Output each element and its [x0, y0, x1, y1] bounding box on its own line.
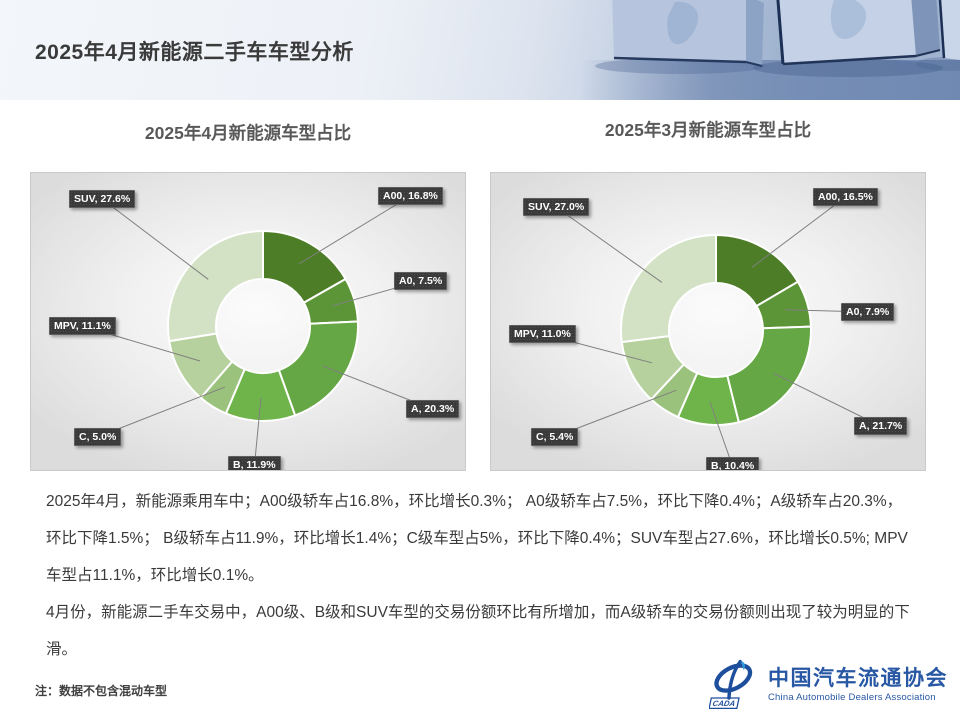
cada-badge-text: CADA [712, 699, 737, 708]
cada-name-cn: 中国汽车流通协会 [768, 666, 948, 690]
slice-label-A0: A0, 7.5% [394, 272, 448, 290]
cada-logo-icon: CADA [709, 659, 753, 710]
cada-name-en: China Automobile Dealers Association [768, 692, 936, 704]
leader-line-B [254, 397, 262, 466]
slice-label-C: C, 5.0% [74, 428, 122, 446]
chart-title-march: 2025年3月新能源车型占比 [604, 120, 812, 140]
slice-label-MPV: MPV, 11.1% [49, 317, 116, 335]
analysis-paragraph-1: 2025年4月，新能源乘用车中；A00级轿车占16.8%，环比增长0.3%； A… [46, 493, 908, 584]
slice-label-B: B, 10.4% [706, 457, 760, 470]
leader-line-A00 [751, 196, 846, 268]
donut-slice-SUV [167, 230, 264, 343]
analysis-paragraph-2: 4月份，新能源二手车交易中，A00级、B级和SUV车型的交易份额环比有所增加，而… [46, 604, 910, 658]
chart-title-april: 2025年4月新能源车型占比 [144, 123, 352, 143]
slice-label-A0: A0, 7.9% [841, 303, 895, 321]
slice-label-A00: A00, 16.5% [813, 188, 878, 206]
slice-label-SUV: SUV, 27.0% [523, 198, 590, 216]
leader-line-SUV [101, 198, 209, 280]
decorative-cubes-graphic [580, 0, 960, 100]
donut-slice-SUV [620, 234, 717, 344]
leader-line-A00 [298, 195, 411, 265]
cada-logo: CADA 中国汽车流通协会 China Automobile Dealers A… [709, 658, 948, 712]
donut-slice-A [726, 325, 812, 424]
footnote: 注：数据不包含混动车型 [35, 684, 168, 698]
slice-label-C: C, 5.4% [531, 428, 579, 446]
slice-label-B: B, 11.9% [228, 456, 281, 470]
donut-chart [542, 196, 881, 467]
analysis-text: 2025年4月，新能源乘用车中；A00级轿车占16.8%，环比增长0.3%； A… [46, 483, 912, 668]
leader-line-B [709, 401, 733, 467]
leader-line-SUV [555, 206, 663, 283]
chart-panel-march: A00, 16.5% A0, 7.9% A, 21.7% B, 10.4% C, 5.4… [490, 172, 926, 471]
header: 2025年4月新能源二手车车型分析 [0, 0, 960, 100]
slice-label-A00: A00, 16.8% [378, 187, 443, 205]
slice-label-A: A, 20.3% [406, 400, 460, 418]
cada-logo-text: 中国汽车流通协会 China Automobile Dealers Associ… [768, 667, 948, 703]
slice-label-SUV: SUV, 27.6% [69, 190, 136, 208]
slice-label-A: A, 21.7% [854, 417, 908, 435]
slice-label-MPV: MPV, 11.0% [509, 325, 576, 343]
chart-panel-april: A00, 16.8% A0, 7.5% A, 20.3% B, 11.9% C, 5.0… [30, 172, 466, 471]
page-title: 2025年4月新能源二手车车型分析 [35, 41, 354, 64]
